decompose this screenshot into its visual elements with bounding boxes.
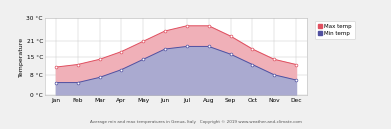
Y-axis label: Temperature: Temperature — [19, 37, 23, 77]
Legend: Max temp, Min temp: Max temp, Min temp — [315, 21, 355, 39]
Text: Average min and max temperatures in Genua, Italy   Copyright © 2019 www.weather-: Average min and max temperatures in Genu… — [90, 120, 301, 124]
